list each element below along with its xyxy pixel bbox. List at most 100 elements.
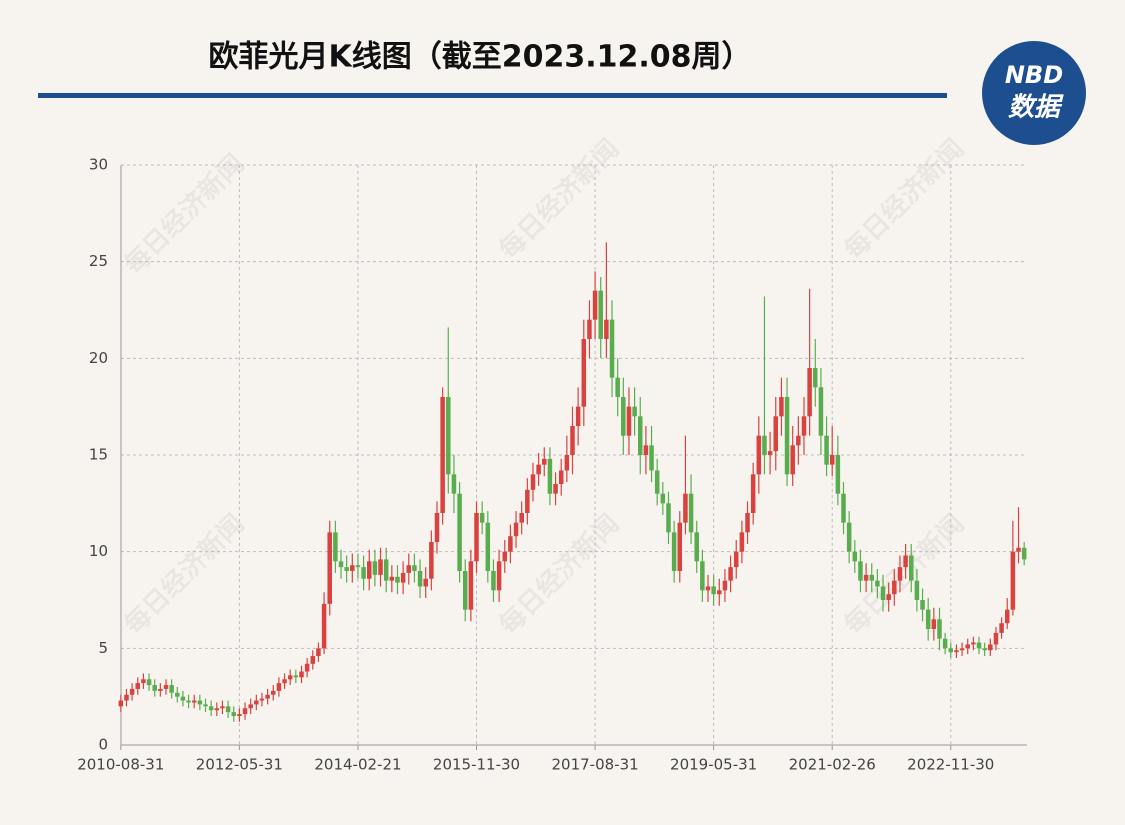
candle-body bbox=[395, 576, 400, 583]
candle-body bbox=[208, 706, 214, 711]
candle-body bbox=[570, 426, 575, 455]
candle-body bbox=[254, 700, 259, 705]
candle-body bbox=[508, 536, 513, 552]
candle-body bbox=[327, 532, 332, 604]
candle-body bbox=[1004, 609, 1010, 624]
candle-body bbox=[191, 700, 197, 703]
candle-body bbox=[903, 555, 908, 568]
candle-body bbox=[643, 445, 649, 455]
candle-body bbox=[954, 650, 959, 653]
candle-body bbox=[835, 455, 841, 494]
y-tick-label: 20 bbox=[89, 349, 108, 367]
candle-body bbox=[163, 685, 169, 689]
candle-body bbox=[366, 561, 372, 579]
candle-body bbox=[417, 571, 423, 587]
candle-body bbox=[717, 590, 722, 595]
candle-body bbox=[711, 586, 716, 595]
candle-body bbox=[779, 397, 784, 417]
candle-body bbox=[406, 565, 412, 573]
candle-body bbox=[299, 671, 304, 678]
candle-body bbox=[457, 493, 462, 571]
candle-body bbox=[637, 416, 643, 455]
candle-body bbox=[203, 704, 208, 707]
candle-body bbox=[1010, 551, 1016, 610]
candle-body bbox=[282, 679, 287, 684]
candle-body bbox=[604, 319, 609, 339]
candle-body bbox=[824, 435, 829, 465]
candle-body bbox=[773, 416, 779, 452]
candle-body bbox=[598, 290, 603, 339]
candle-body bbox=[615, 377, 620, 397]
candle-body bbox=[767, 451, 773, 455]
candle-body bbox=[858, 561, 863, 581]
candle-body bbox=[485, 522, 491, 571]
candle-body bbox=[722, 580, 728, 591]
candle-body bbox=[841, 493, 846, 523]
candle-body bbox=[146, 679, 152, 686]
candle-body bbox=[237, 714, 242, 716]
candle-body bbox=[575, 406, 581, 426]
candle-body bbox=[654, 470, 660, 494]
candle-body bbox=[220, 706, 225, 709]
candle-body bbox=[959, 648, 965, 651]
candle-body bbox=[462, 571, 468, 610]
candle-body bbox=[948, 648, 954, 653]
candle-body bbox=[451, 474, 457, 494]
candle-body bbox=[231, 712, 237, 716]
y-tick-label: 30 bbox=[89, 156, 108, 174]
candle-body bbox=[316, 648, 321, 657]
x-tick-label: 2014-02-21 bbox=[314, 756, 401, 774]
candle-body bbox=[197, 700, 203, 705]
candle-body bbox=[801, 416, 807, 436]
candle-body bbox=[378, 559, 383, 575]
candle-body bbox=[813, 368, 818, 388]
candle-body bbox=[175, 692, 180, 697]
candle-body bbox=[129, 688, 135, 695]
candle-body bbox=[423, 578, 428, 587]
candle-body bbox=[886, 594, 891, 600]
candle-body bbox=[542, 458, 547, 465]
candle-body bbox=[124, 694, 129, 701]
candle-body bbox=[474, 513, 479, 562]
candle-body bbox=[310, 656, 316, 664]
candle-body bbox=[971, 642, 976, 645]
candle-body bbox=[491, 571, 496, 591]
candle-body bbox=[818, 387, 824, 436]
candle-body bbox=[536, 464, 541, 475]
candle-body bbox=[869, 574, 874, 581]
candle-body bbox=[479, 513, 485, 523]
candle-body bbox=[846, 522, 852, 552]
candle-body bbox=[609, 319, 615, 378]
candle-body bbox=[581, 339, 587, 407]
candle-body bbox=[547, 458, 553, 494]
candle-body bbox=[705, 586, 711, 591]
logo bbox=[982, 41, 1086, 145]
candle-body bbox=[321, 603, 327, 649]
candle-body bbox=[361, 567, 366, 579]
candle-body bbox=[892, 580, 897, 595]
logo-text: NBD bbox=[1005, 61, 1063, 89]
candle-body bbox=[446, 397, 451, 475]
title-rule bbox=[38, 93, 947, 98]
candle-body bbox=[880, 586, 886, 600]
candle-body bbox=[756, 435, 762, 475]
candle-body bbox=[762, 435, 767, 455]
candle-body bbox=[863, 574, 869, 581]
candle-body bbox=[728, 567, 733, 581]
candle-body bbox=[383, 559, 389, 581]
candle-body bbox=[677, 522, 683, 571]
candle-body bbox=[304, 663, 310, 672]
candle-body bbox=[784, 397, 790, 475]
candle-body bbox=[180, 696, 186, 701]
candle-body bbox=[564, 455, 570, 471]
candle-body bbox=[626, 406, 632, 436]
candle-body bbox=[993, 632, 999, 645]
candle-body bbox=[683, 493, 688, 523]
candle-body bbox=[553, 484, 558, 494]
candle-body bbox=[733, 551, 739, 568]
x-tick-label: 2022-11-30 bbox=[907, 756, 994, 774]
y-tick-label: 5 bbox=[98, 639, 108, 657]
candle-body bbox=[271, 690, 276, 695]
chart-title: 欧菲光月K线图（截至2023.12.08周） bbox=[208, 40, 751, 75]
